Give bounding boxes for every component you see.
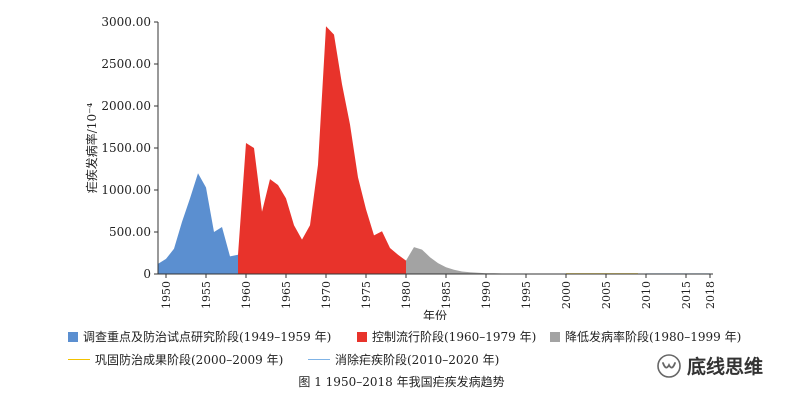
y-tick-label: 500.00 [109, 225, 151, 239]
legend-item-consolidate-stage: 巩固防治成果阶段(2000–2009 年) [68, 351, 283, 368]
x-tick-label: 1975 [360, 281, 373, 309]
y-tick-label: 3000.00 [101, 15, 151, 29]
legend-swatch-consolidate [68, 359, 90, 360]
area-series-1 [238, 26, 406, 275]
x-axis-title: 年份 [423, 309, 447, 320]
area-series-2 [406, 247, 558, 274]
legend-swatch-eliminate [308, 359, 330, 360]
y-tick-label: 2000.00 [101, 99, 151, 113]
legend-item-control-stage: 控制流行阶段(1960–1979 年) [357, 328, 536, 345]
x-tick-label: 2005 [600, 281, 613, 309]
legend-item-eliminate-stage: 消除疟疾阶段(2010–2020 年) [308, 351, 499, 368]
legend-label-control: 控制流行阶段(1960–1979 年) [372, 330, 537, 344]
figure-caption: 图 1 1950–2018 年我国疟疾发病趋势 [298, 375, 505, 389]
area-series-0 [158, 173, 238, 274]
x-tick-label: 2010 [640, 281, 653, 309]
legend-label-reduce: 降低发病率阶段(1980–1999 年) [565, 330, 742, 344]
x-tick-label: 1960 [240, 281, 253, 309]
y-tick-label: 1500.00 [101, 141, 151, 155]
x-tick-label: 1965 [280, 281, 293, 309]
legend-swatch-reduce [550, 331, 560, 342]
legend-label-eliminate: 消除疟疾阶段(2010–2020 年) [335, 353, 500, 367]
x-tick-label: 1980 [400, 281, 413, 309]
x-tick-label: 1955 [200, 281, 213, 309]
legend-item-reduce-stage: 降低发病率阶段(1980–1999 年) [550, 328, 741, 345]
x-tick-label: 1950 [160, 281, 173, 309]
watermark: 底线思维 [657, 352, 763, 379]
legend-label-consolidate: 巩固防治成果阶段(2000–2009 年) [95, 353, 284, 367]
y-tick-label: 1000.00 [101, 183, 151, 197]
x-tick-label: 1990 [480, 281, 493, 309]
x-tick-label: 2000 [560, 281, 573, 309]
x-tick-label: 1995 [520, 281, 533, 309]
watermark-text: 底线思维 [687, 356, 764, 378]
chart: 疟疾发病率/10⁻⁴ 年份 0 500.00 1000.00 1500.00 2000.… [84, 15, 717, 320]
x-tick-label: 2015 [680, 281, 693, 309]
x-tick-label: 1985 [440, 281, 453, 309]
y-tick-label: 2500.00 [101, 57, 151, 71]
x-tick-label: 1970 [320, 281, 333, 309]
axis-layer: 疟疾发病率/10⁻⁴ 年份 0 500.00 1000.00 1500.00 2000.… [84, 15, 717, 320]
y-axis-title: 疟疾发病率/10⁻⁴ [84, 103, 99, 194]
wechat-channel-icon [657, 353, 681, 378]
legend-swatch-survey [68, 331, 78, 342]
x-tick-label: 2018 [704, 281, 717, 309]
legend-item-survey-stage: 调查重点及防治试点研究阶段(1949–1959 年) [68, 328, 331, 345]
y-tick-label: 0 [143, 267, 151, 281]
legend-label-survey: 调查重点及防治试点研究阶段(1949–1959 年) [83, 330, 332, 344]
legend-swatch-control [357, 331, 367, 342]
